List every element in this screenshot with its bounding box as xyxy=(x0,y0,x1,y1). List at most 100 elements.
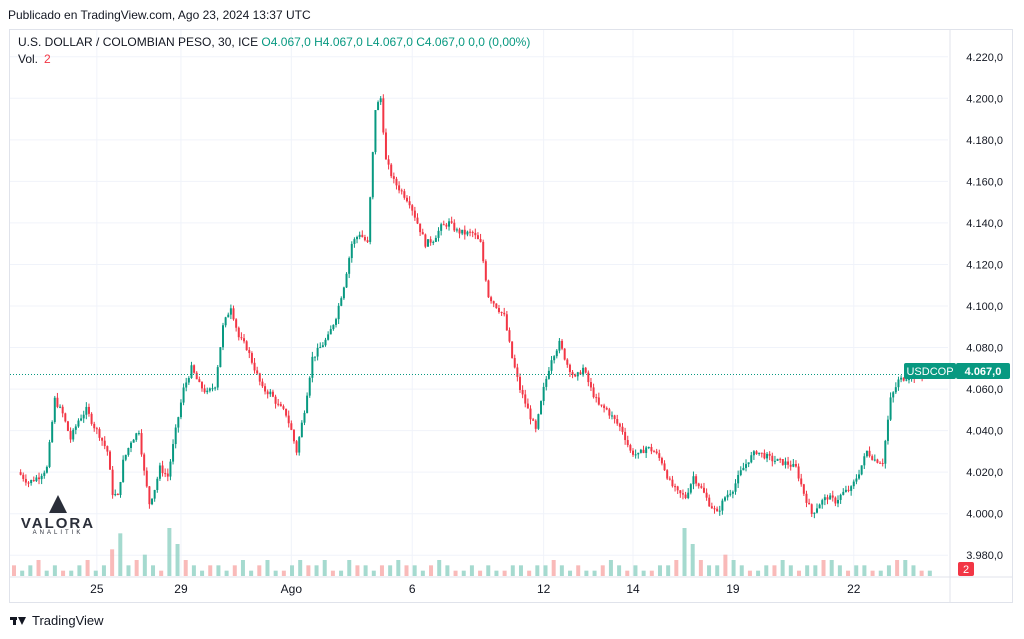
volume-bar xyxy=(216,565,221,576)
candle-body xyxy=(613,415,616,420)
candle-body xyxy=(340,298,343,306)
candle-body xyxy=(261,381,264,387)
candle-body xyxy=(645,447,648,454)
candle-body xyxy=(742,467,745,471)
candle-body xyxy=(731,491,734,494)
candle-body xyxy=(72,429,75,440)
candle-body xyxy=(789,464,792,467)
candle-body xyxy=(124,454,127,460)
candle-body xyxy=(400,190,403,192)
candle-body xyxy=(692,476,695,485)
volume-bar xyxy=(85,560,90,576)
candle-body xyxy=(495,303,498,309)
candle-body xyxy=(626,440,629,446)
footer-brand[interactable]: TradingView xyxy=(10,613,104,628)
candle-body xyxy=(500,311,503,313)
candle-body xyxy=(469,231,472,233)
candle-body xyxy=(524,394,527,404)
candle-body xyxy=(206,390,209,393)
candle-body xyxy=(408,201,411,206)
candle-body xyxy=(755,451,758,455)
candle-body xyxy=(298,437,301,453)
candle-body xyxy=(839,494,842,500)
volume-bar xyxy=(126,565,131,576)
price-tick-label: 4.020,0 xyxy=(966,467,1003,479)
candle-body xyxy=(135,433,138,440)
price-tick-label: 4.180,0 xyxy=(966,135,1003,147)
volume-bar xyxy=(756,570,761,576)
candle-body xyxy=(718,510,721,512)
candle-body xyxy=(873,459,876,461)
candle-body xyxy=(886,419,889,441)
candle-body xyxy=(582,367,585,375)
candle-body xyxy=(597,397,600,405)
candle-body xyxy=(634,454,637,456)
candle-body xyxy=(600,404,603,406)
candle-body xyxy=(177,417,180,428)
candle-body xyxy=(32,479,35,482)
candle-body xyxy=(608,409,611,416)
candle-body xyxy=(900,377,903,380)
candle-body xyxy=(800,478,803,485)
candle-body xyxy=(847,489,850,491)
volume-bar xyxy=(347,560,352,576)
volume-bar xyxy=(110,549,115,576)
candle-body xyxy=(852,481,855,487)
candle-body xyxy=(708,497,711,507)
high-value: H4.067,0 xyxy=(314,35,363,49)
candle-body xyxy=(734,483,737,492)
candle-body xyxy=(713,508,716,510)
price-tag-value: 4.067,0 xyxy=(965,366,1002,378)
candle-body xyxy=(705,492,708,498)
candle-body xyxy=(763,452,766,459)
candle-body xyxy=(639,449,642,453)
candle-body xyxy=(855,478,858,482)
candle-body xyxy=(429,239,432,243)
candle-body xyxy=(245,341,248,351)
candle-body xyxy=(329,329,332,335)
candle-body xyxy=(27,482,30,484)
volume-bar xyxy=(429,565,434,576)
candle-body xyxy=(405,197,408,202)
volume-bar xyxy=(674,560,679,576)
candle-body xyxy=(490,297,493,302)
candle-body xyxy=(358,234,361,237)
candle-body xyxy=(818,504,821,509)
candle-body xyxy=(497,308,500,312)
volume-bar xyxy=(232,565,237,576)
candle-body xyxy=(348,258,351,274)
volume-bar xyxy=(469,565,474,576)
candle-body xyxy=(69,430,72,440)
candle-body xyxy=(101,437,104,441)
volume-bar xyxy=(453,570,458,576)
candle-body xyxy=(448,221,451,227)
candle-body xyxy=(561,340,564,349)
candle-body xyxy=(905,379,908,381)
volume-bar xyxy=(52,565,57,576)
price-tick-label: 4.040,0 xyxy=(966,426,1003,438)
candle-body xyxy=(22,474,25,479)
candle-body xyxy=(164,473,167,475)
volume-bar xyxy=(101,565,106,576)
candle-body xyxy=(40,475,43,480)
volume-bar xyxy=(191,565,196,576)
candle-body xyxy=(195,372,198,380)
candle-body xyxy=(384,132,387,160)
candle-body xyxy=(821,500,824,505)
volume-bar xyxy=(780,560,785,576)
candle-body xyxy=(193,365,196,373)
candle-body xyxy=(316,347,319,357)
volume-bar xyxy=(592,570,597,576)
volume-bar xyxy=(461,570,466,576)
candle-body xyxy=(876,459,879,463)
candle-body xyxy=(553,356,556,361)
candle-body xyxy=(881,463,884,465)
candle-body xyxy=(865,450,868,457)
candle-body xyxy=(59,406,62,408)
candle-body xyxy=(487,280,490,298)
candle-body xyxy=(695,476,698,484)
candle-body xyxy=(584,367,587,373)
candle-body xyxy=(198,379,201,383)
candle-body xyxy=(366,240,369,242)
